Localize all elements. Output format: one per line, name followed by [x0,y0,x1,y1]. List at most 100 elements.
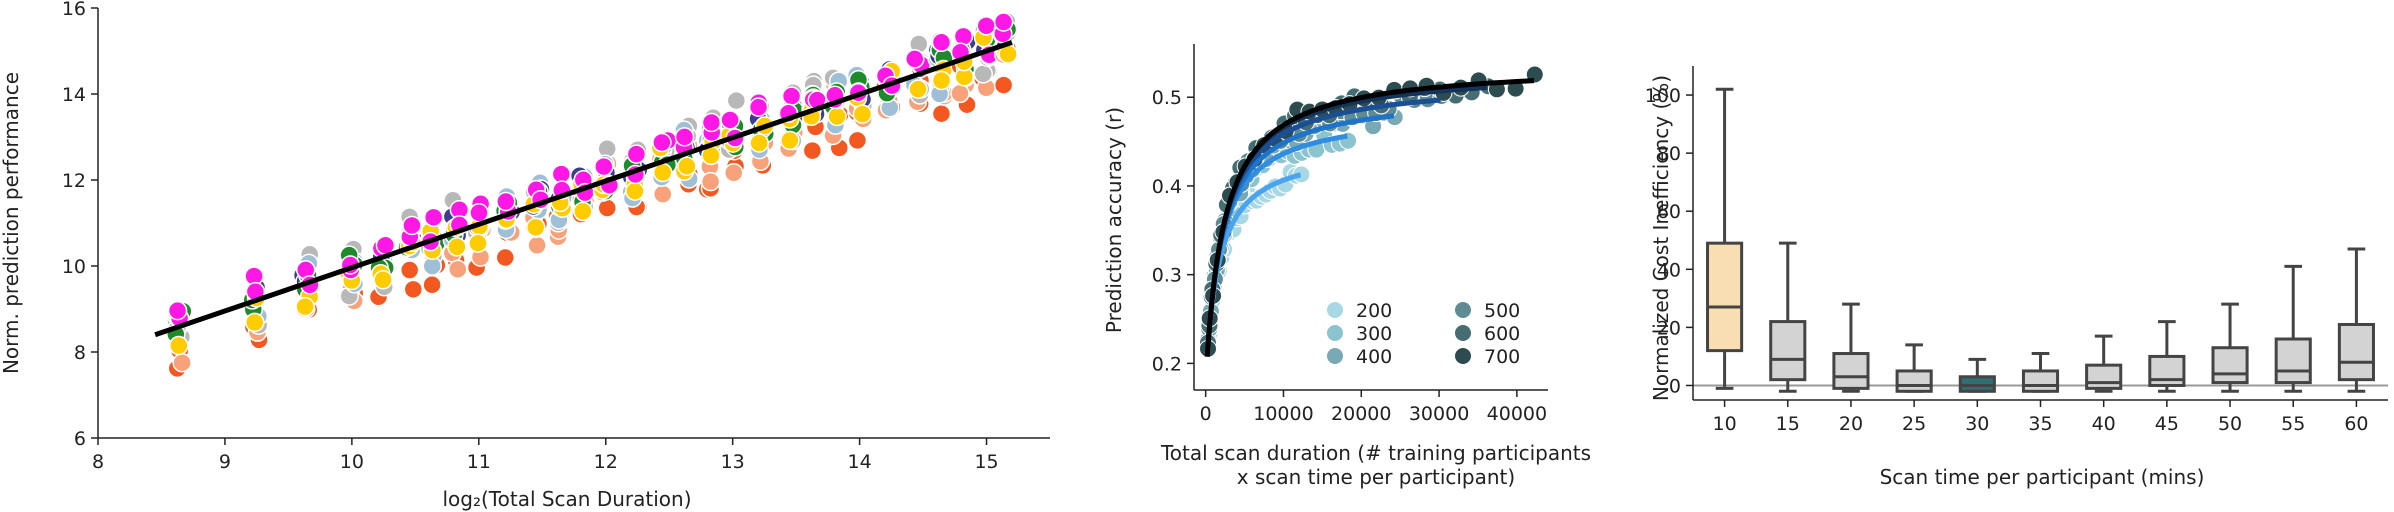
data-point [469,203,489,223]
x-tick-label: 35 [2028,413,2052,435]
y-tick-label: 8 [74,342,86,364]
data-point [931,32,952,53]
legend-label: 600 [1484,323,1520,345]
data-point [403,279,424,300]
y-ticks: 0.2 0.3 0.4 0.5 [1152,87,1194,375]
x-axis-label-line2: x scan time per participant) [1237,465,1515,489]
y-axis-label: Normalized Cost Inefficiency (%) [1649,75,1673,401]
data-point [852,104,873,124]
data-point [527,235,547,256]
data-point [748,97,769,117]
data-point [723,163,744,183]
y-tick-label: 100 [1645,85,1681,107]
x-tick-label: 40000 [1487,403,1547,425]
scatter-points [166,11,1018,379]
y-tick-label: 0.3 [1152,265,1182,287]
data-point [525,217,546,238]
data-point [802,140,823,161]
boxplot [1895,343,1933,393]
x-tick-label: 20 [1839,413,1863,435]
data-point [973,64,993,84]
data-point [677,156,697,177]
y-tick-label: 12 [62,170,86,192]
data-point [468,233,488,253]
data-point [295,296,315,317]
data-point [749,133,769,153]
x-axis-label: log₂(Total Scan Duration) [442,487,691,511]
data-point [780,130,800,151]
x-tick-label: 30 [1965,413,1989,435]
boxplot [1958,357,1996,393]
data-point [908,79,928,99]
x-tick-label: 15 [1776,413,1800,435]
x-tick-label: 14 [848,451,872,473]
data-point [495,247,516,268]
y-tick-label: 6 [74,428,86,450]
x-axis-label: Scan time per participant (mins) [1880,465,2205,489]
data-point [950,83,970,104]
y-axis-label: Prediction accuracy (r) [1102,107,1126,333]
x-tick-label: 10 [1712,413,1736,435]
box [2085,363,2123,390]
legend-marker [1327,325,1343,341]
fit-curves [1204,78,1535,357]
boxplot [2274,264,2312,393]
box [1706,241,1744,353]
legend-label: 500 [1484,300,1520,322]
legend-marker [1455,302,1471,318]
x-tick-label: 12 [594,451,618,473]
data-point [399,260,420,280]
data-point [931,103,952,124]
x-ticks: 10 15 20 25 30 35 40 45 50 55 60 [1712,400,2369,435]
x-tick-label: 0 [1200,403,1212,425]
data-point [781,86,802,106]
x-tick-label: 40 [2092,413,2116,435]
panel-prediction-accuracy: 0 10000 20000 30000 40000 0.2 0.3 0.4 0.5 20030… [1102,44,1591,489]
x-tick-label: 20000 [1331,403,1391,425]
data-point [167,300,188,321]
x-tick-label: 13 [721,451,745,473]
data-point [674,127,695,147]
y-tick-label: 16 [62,0,86,20]
data-point [652,132,672,153]
boxplot [2148,320,2186,393]
panel-cost-inefficiency: 10 15 20 25 30 35 40 45 50 55 60 0 20 40 60 80 100 Scan… [1645,66,2388,489]
x-axis-label: Total scan duration (# training particip… [1160,441,1591,465]
y-tick-label: 0.5 [1152,87,1182,109]
data-point [953,26,974,47]
box [1769,320,1807,382]
data-point [827,106,847,127]
y-tick-label: 60 [1657,201,1681,223]
data-point [169,335,189,356]
data-point [626,144,647,164]
data-point [726,90,747,111]
boxplot [2021,352,2060,393]
box [2021,369,2060,393]
data-point [904,49,925,69]
legend-marker [1327,348,1343,364]
data-point [422,275,442,295]
x-tick-label: 55 [2281,413,2305,435]
data-point [244,312,265,333]
box [1895,369,1933,393]
data-point [551,164,572,184]
x-tick-label: 25 [1902,413,1926,435]
x-tick-label: 50 [2218,413,2242,435]
data-point [993,75,1014,95]
fit-line [154,40,1013,338]
box [2274,337,2312,385]
data-point [720,110,740,130]
y-tick-label: 20 [1657,317,1681,339]
legend-label: 200 [1356,300,1392,322]
data-point [976,16,996,36]
legend-marker [1455,325,1471,341]
legend-label: 700 [1484,346,1520,368]
x-ticks: 0 10000 20000 30000 40000 [1200,390,1547,425]
y-tick-label: 0.4 [1152,176,1182,198]
box [2211,346,2249,385]
legend-marker [1455,348,1471,364]
fit-curve [1204,78,1535,357]
x-tick-label: 10 [340,451,364,473]
